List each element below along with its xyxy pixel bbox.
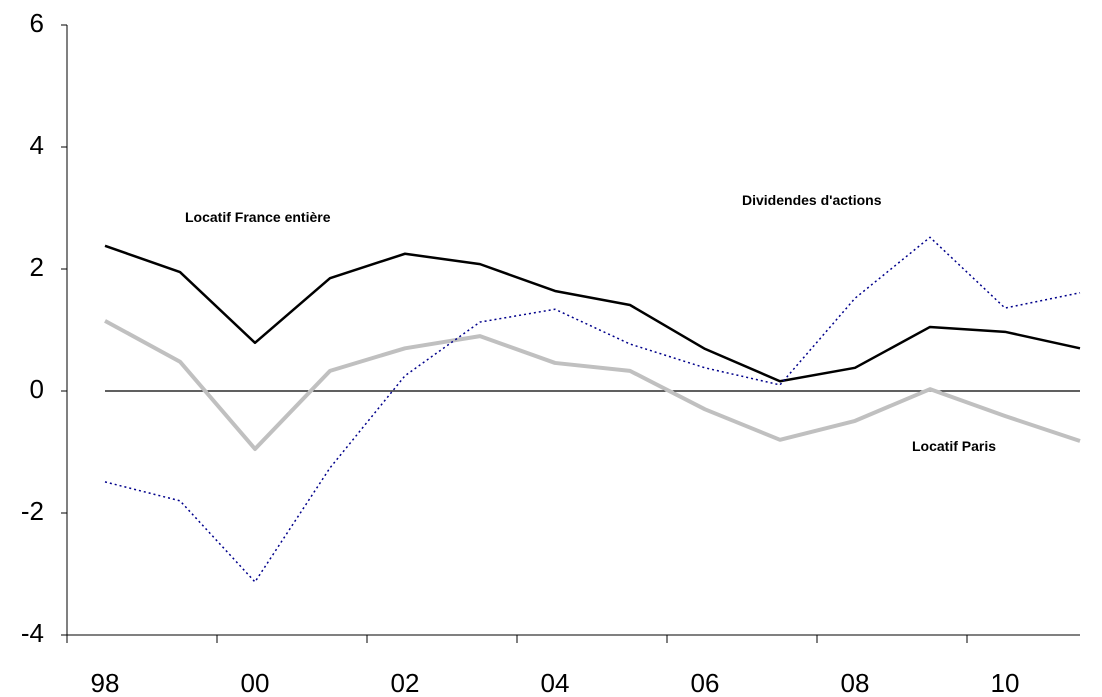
series-line (104, 236, 1081, 583)
x-tick-label: 98 (91, 668, 120, 697)
y-tick-label: 4 (30, 130, 44, 160)
y-tick-label: 2 (30, 252, 44, 282)
series-label: Locatif France entière (185, 209, 331, 225)
y-tick-label: -4 (21, 618, 44, 648)
series-line (104, 319, 1081, 451)
x-tick-label: 04 (541, 668, 570, 697)
x-tick-label: 08 (841, 668, 870, 697)
x-tick-label: 00 (241, 668, 270, 697)
y-tick-label: 0 (30, 374, 44, 404)
y-tick-label: -2 (21, 496, 44, 526)
x-tick-label: 06 (691, 668, 720, 697)
series-label: Dividendes d'actions (742, 192, 882, 208)
series-label: Locatif Paris (912, 438, 997, 454)
y-tick-label: 6 (30, 8, 44, 38)
series-line (104, 244, 1081, 383)
x-tick-label: 10 (991, 668, 1020, 697)
x-tick-label: 02 (391, 668, 420, 697)
